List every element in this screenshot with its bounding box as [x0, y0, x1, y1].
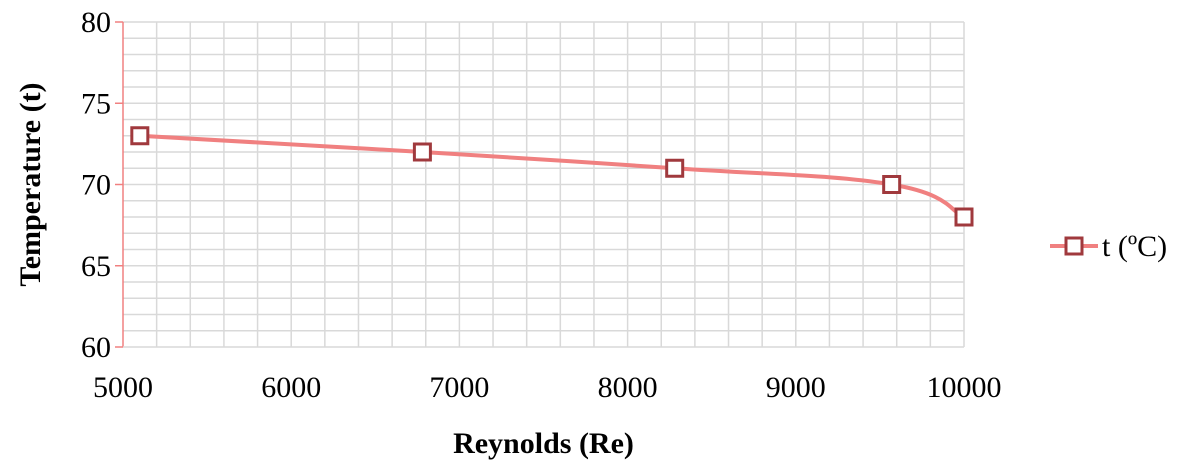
legend-entry-t: t (ºC) [1102, 230, 1167, 263]
data-point-marker [130, 126, 150, 146]
chart-legend: t (ºC) [1050, 230, 1167, 263]
tick-labels: 60 65 70 75 80 5000 6000 7000 8000 9000 10000 [81, 6, 1002, 404]
series-markers [130, 126, 974, 227]
y-tick-label: 75 [81, 87, 111, 120]
x-tick-label: 8000 [598, 371, 658, 404]
x-tick-label: 5000 [93, 371, 153, 404]
x-tick-label: 6000 [261, 371, 321, 404]
chart-grid [123, 21, 965, 347]
data-point-marker [954, 207, 974, 227]
y-tick-label: 65 [81, 250, 111, 283]
y-axis-title: Temperature (t) [14, 82, 47, 286]
x-tick-label: 9000 [766, 371, 826, 404]
y-tick-label: 70 [81, 169, 111, 202]
chart-axes [115, 21, 964, 348]
y-tick-label: 80 [81, 6, 111, 39]
legend-marker-swatch [1064, 236, 1084, 256]
y-tick-label: 60 [81, 331, 111, 364]
x-axis-title: Reynolds (Re) [453, 427, 634, 460]
data-point-marker [882, 175, 902, 194]
x-tick-label: 7000 [429, 371, 489, 404]
data-point-marker [665, 158, 685, 178]
x-tick-label: 10000 [927, 371, 1002, 404]
series-line [137, 133, 966, 219]
data-point-marker [412, 142, 432, 162]
